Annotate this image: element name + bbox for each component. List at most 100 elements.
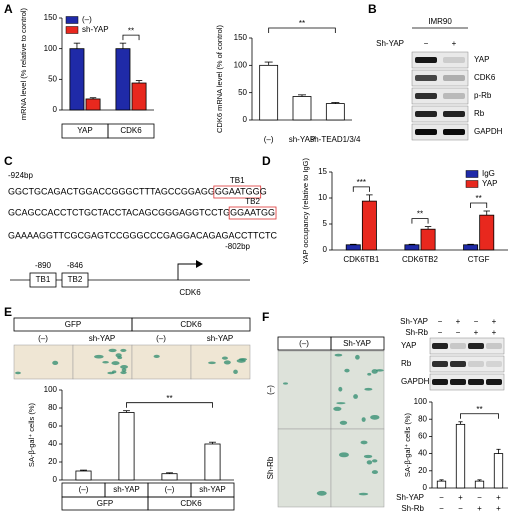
condition-label: Sh-YAP (376, 39, 404, 48)
band-label: Rb (401, 359, 412, 368)
y-tick-label: 20 (48, 457, 57, 466)
x-tick-label: (–) (165, 485, 175, 494)
binding-site-label: TB2 (245, 197, 260, 206)
legend-label: YAP (482, 179, 497, 188)
bar (436, 480, 447, 489)
sequence-end: -802bp (225, 242, 250, 251)
lane-sign: − (424, 39, 429, 48)
binding-site-box (213, 185, 262, 199)
blot-strip (411, 105, 469, 123)
x-tick-label: CDK6TB2 (402, 255, 439, 264)
legend-swatch (465, 170, 479, 178)
legend-swatch (65, 26, 79, 34)
stained-cell (120, 348, 127, 352)
condition-sign: − (458, 504, 463, 513)
panel-label: B (368, 2, 377, 16)
stained-cell (120, 365, 129, 369)
lane-sign: + (474, 328, 479, 337)
bar (325, 103, 345, 121)
y-tick-label: 100 (414, 397, 428, 406)
band-label: p-Rb (474, 91, 492, 100)
stained-cell (283, 382, 288, 385)
y-tick-label: 0 (423, 483, 428, 492)
blot-band (443, 75, 465, 81)
stained-cell (353, 394, 358, 399)
x-tick-label: CDK6 (120, 126, 142, 135)
stained-cell (238, 357, 248, 361)
blot-band (486, 343, 502, 349)
binding-site-label: TB1 (230, 176, 245, 185)
category-cell (107, 123, 155, 139)
stained-cell (344, 368, 350, 373)
y-tick-label: 0 (53, 475, 58, 484)
significance-label: ** (299, 19, 305, 28)
panel-label: A (4, 2, 13, 16)
tss-arrowhead (196, 260, 203, 268)
stained-cell (371, 470, 378, 475)
x-tick-label: sh-TEAD1/3/4 (310, 135, 361, 144)
bar (115, 48, 131, 111)
bar (118, 412, 135, 481)
significance-bracket (122, 34, 140, 41)
stained-cell (316, 490, 327, 496)
significance-bracket (470, 202, 488, 208)
y-tick-label: 40 (48, 439, 57, 448)
blot-band (486, 379, 502, 385)
bar (85, 98, 101, 111)
legend-label: (–) (82, 15, 92, 24)
condition-sign: + (496, 493, 501, 502)
stained-cell (120, 371, 127, 375)
y-tick-label: 80 (418, 414, 427, 423)
bar (131, 82, 147, 111)
significance-label: ** (417, 210, 423, 219)
blot-band (415, 129, 437, 135)
sequence-text: G (260, 186, 267, 196)
image-column-label: Sh-YAP (343, 339, 371, 348)
image-row-label: (–) (266, 385, 275, 395)
image-column-label: (–) (38, 334, 48, 343)
blot-band (450, 361, 466, 367)
x-tick-label: sh-YAP (289, 135, 316, 144)
panel-label: E (4, 305, 12, 319)
stained-cell (121, 368, 127, 372)
image-header: CDK6 (180, 320, 202, 329)
stained-cell (108, 348, 117, 353)
lane-sign: + (492, 317, 497, 326)
bar (474, 480, 485, 489)
stained-cell (233, 369, 238, 375)
y-tick-label: 0 (53, 105, 58, 114)
stained-cell (208, 361, 216, 365)
blot-strip (411, 69, 469, 87)
image-header: GFP (65, 320, 81, 329)
x-tick-label: YAP (77, 126, 92, 135)
blot-band (415, 93, 437, 99)
y-tick-label: 10 (318, 193, 327, 202)
stained-cell (153, 354, 160, 359)
element-label: TB2 (68, 275, 83, 284)
y-axis-label: SA-β-gal⁺ cells (%) (403, 412, 412, 477)
x-tick-label: CDK6TB1 (343, 255, 380, 264)
micrograph (277, 350, 332, 430)
x-tick-label: sh-YAP (199, 485, 226, 494)
stained-cell (361, 417, 366, 422)
image-column-label: (–) (156, 334, 166, 343)
micrograph (330, 428, 385, 508)
condition-label: Sh-YAP (400, 317, 428, 326)
stained-cell (367, 372, 372, 376)
stained-cell (375, 369, 384, 372)
legend-swatch (65, 16, 79, 24)
x-tick-label: sh-YAP (113, 485, 140, 494)
stained-cell (338, 452, 349, 458)
header-cell (131, 317, 251, 332)
stained-cell (339, 420, 348, 425)
legend-swatch (465, 180, 479, 188)
bar (493, 453, 504, 489)
y-tick-label: 50 (48, 74, 57, 83)
blot-band (415, 111, 437, 117)
y-axis-label: YAP occupancy (relative to IgG) (301, 157, 310, 264)
condition-label: Sh-Rb (405, 328, 428, 337)
image-column-label: sh-YAP (207, 334, 234, 343)
element-box (61, 272, 89, 288)
x-tick-label: (–) (264, 135, 274, 144)
